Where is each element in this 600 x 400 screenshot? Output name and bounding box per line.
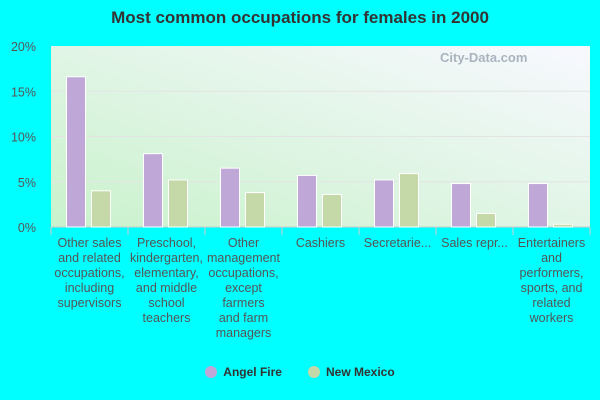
x-category-line: Other sales xyxy=(58,236,122,250)
bar-new-mexico xyxy=(168,179,188,228)
x-category-label: Other management occupations, except farmers… xyxy=(207,236,280,340)
x-category-line: school xyxy=(148,296,184,310)
bar-new-mexico xyxy=(322,193,342,228)
bar-angel-fire xyxy=(143,153,163,228)
bar-angel-fire xyxy=(451,183,471,228)
x-category-line: except xyxy=(225,281,262,295)
x-category-line: Preschool, xyxy=(137,236,196,250)
x-category-line: including xyxy=(65,281,114,295)
x-category-line: Entertainers xyxy=(518,236,585,250)
x-category-line: supervisors xyxy=(58,296,122,310)
x-category-line: Other xyxy=(228,236,259,250)
chart-title: Most common occupations for females in 2… xyxy=(111,8,489,27)
x-category-line: managers xyxy=(216,326,272,340)
legend-swatch xyxy=(205,366,218,378)
x-category-line: Sales repr... xyxy=(441,236,508,250)
y-tick-label: 20% xyxy=(11,40,36,54)
x-category-label: Preschool, kindergarten, elementary, and mi… xyxy=(130,236,203,325)
bar-new-mexico xyxy=(399,173,419,228)
x-category-label: Sales repr... xyxy=(441,236,508,250)
x-category-line: and xyxy=(541,251,562,265)
bar-angel-fire xyxy=(528,183,548,228)
legend-swatch xyxy=(307,366,320,378)
x-category-line: Secretarie... xyxy=(364,236,431,250)
x-category-label: Cashiers xyxy=(296,236,345,250)
x-category-line: sports, and xyxy=(521,281,583,295)
bar-angel-fire xyxy=(297,174,317,228)
bar-angel-fire xyxy=(374,179,394,228)
x-category-line: workers xyxy=(529,311,574,325)
bar-angel-fire xyxy=(220,167,240,228)
y-tick-label: 10% xyxy=(11,131,36,145)
y-tick-label: 15% xyxy=(11,85,36,99)
x-category-label: Entertainers and performers, sports, and rel… xyxy=(518,236,585,325)
x-category-label: Secretarie... xyxy=(364,236,431,250)
legend-label: New Mexico xyxy=(325,365,395,379)
bar-angel-fire xyxy=(66,76,86,228)
x-category-line: occupations, xyxy=(208,266,278,280)
x-category-line: Cashiers xyxy=(296,236,345,250)
x-category-line: management xyxy=(207,251,280,265)
bar-new-mexico xyxy=(476,212,496,228)
x-category-label: Other sales and related occupations, includ… xyxy=(54,236,124,310)
x-category-line: and related xyxy=(58,251,121,265)
y-tick-label: 5% xyxy=(18,176,36,190)
x-category-line: kindergarten, xyxy=(130,251,203,265)
bar-new-mexico xyxy=(91,190,111,228)
x-category-line: occupations, xyxy=(54,266,124,280)
x-category-line: and middle xyxy=(136,281,197,295)
legend: Angel Fire New Mexico xyxy=(0,365,600,379)
x-category-line: related xyxy=(532,296,570,310)
x-category-line: teachers xyxy=(143,311,191,325)
legend-item-new-mexico: New Mexico xyxy=(307,365,395,379)
legend-item-angel-fire: Angel Fire xyxy=(205,365,282,379)
bar-new-mexico xyxy=(553,223,573,228)
bar-new-mexico xyxy=(245,192,265,228)
x-category-line: performers, xyxy=(520,266,584,280)
x-category-line: farmers xyxy=(222,296,264,310)
legend-label: Angel Fire xyxy=(223,365,282,379)
watermark: City-Data.com xyxy=(440,50,528,65)
x-category-line: and farm xyxy=(219,311,268,325)
y-tick-label: 0% xyxy=(18,221,36,235)
x-category-line: elementary, xyxy=(134,266,198,280)
